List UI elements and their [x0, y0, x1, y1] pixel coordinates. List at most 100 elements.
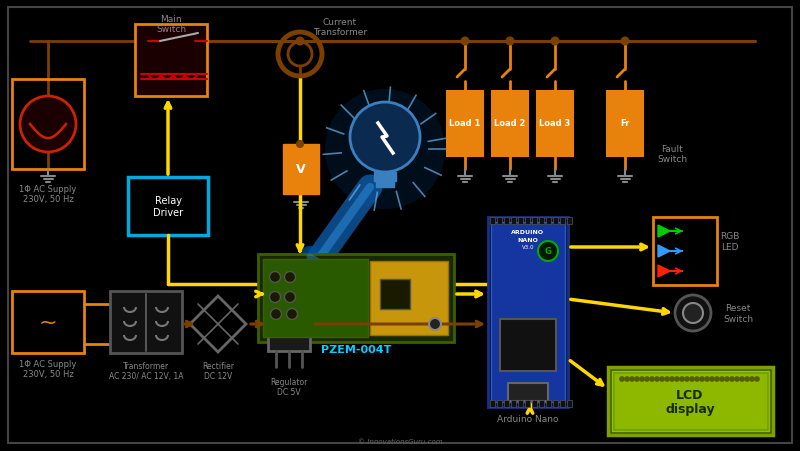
FancyBboxPatch shape — [553, 400, 558, 407]
Text: Load 2: Load 2 — [494, 119, 526, 128]
FancyBboxPatch shape — [497, 400, 502, 407]
FancyBboxPatch shape — [135, 25, 207, 97]
FancyBboxPatch shape — [500, 319, 556, 371]
Circle shape — [745, 377, 749, 381]
Circle shape — [288, 43, 312, 67]
Text: Main
Switch: Main Switch — [156, 15, 186, 34]
Text: NANO: NANO — [518, 238, 538, 243]
Circle shape — [285, 272, 295, 283]
Circle shape — [297, 38, 303, 46]
Text: Reset
Switch: Reset Switch — [723, 304, 753, 323]
Text: Fault
Switch: Fault Switch — [657, 145, 687, 164]
Text: ~: ~ — [38, 312, 58, 332]
FancyBboxPatch shape — [525, 400, 530, 407]
FancyBboxPatch shape — [615, 374, 766, 428]
Circle shape — [675, 295, 711, 331]
Text: G: G — [545, 247, 551, 256]
FancyBboxPatch shape — [283, 145, 319, 194]
Circle shape — [626, 377, 629, 381]
Text: Transformer
AC 230/ AC 12V, 1A: Transformer AC 230/ AC 12V, 1A — [109, 361, 183, 381]
FancyBboxPatch shape — [110, 291, 182, 353]
FancyBboxPatch shape — [497, 217, 502, 225]
FancyBboxPatch shape — [370, 262, 448, 335]
Circle shape — [680, 377, 684, 381]
FancyBboxPatch shape — [511, 217, 516, 225]
FancyBboxPatch shape — [492, 92, 528, 156]
FancyBboxPatch shape — [490, 217, 495, 225]
Circle shape — [735, 377, 739, 381]
Circle shape — [429, 318, 441, 330]
Circle shape — [655, 377, 659, 381]
FancyBboxPatch shape — [508, 383, 548, 401]
Text: PZEM-004T: PZEM-004T — [321, 344, 391, 354]
Circle shape — [538, 241, 558, 262]
FancyBboxPatch shape — [511, 400, 516, 407]
FancyBboxPatch shape — [532, 400, 537, 407]
FancyBboxPatch shape — [608, 367, 773, 435]
Circle shape — [660, 377, 664, 381]
Circle shape — [750, 377, 754, 381]
Circle shape — [640, 377, 644, 381]
FancyBboxPatch shape — [539, 217, 544, 225]
Text: Relay
Driver: Relay Driver — [153, 196, 183, 217]
FancyBboxPatch shape — [612, 371, 769, 431]
Text: Load 1: Load 1 — [450, 119, 481, 128]
Circle shape — [755, 377, 758, 381]
Text: Load 3: Load 3 — [539, 119, 570, 128]
FancyBboxPatch shape — [546, 400, 551, 407]
Circle shape — [740, 377, 744, 381]
Circle shape — [650, 377, 654, 381]
FancyBboxPatch shape — [490, 400, 495, 407]
FancyBboxPatch shape — [488, 217, 568, 407]
Circle shape — [285, 292, 295, 303]
FancyBboxPatch shape — [504, 400, 509, 407]
Circle shape — [646, 377, 649, 381]
Circle shape — [690, 377, 694, 381]
Circle shape — [710, 377, 714, 381]
Text: ARDUINO: ARDUINO — [511, 230, 545, 235]
FancyBboxPatch shape — [491, 222, 565, 402]
Circle shape — [730, 377, 734, 381]
Circle shape — [706, 377, 709, 381]
Circle shape — [683, 304, 703, 323]
Circle shape — [325, 90, 445, 210]
Circle shape — [350, 103, 420, 173]
FancyBboxPatch shape — [263, 259, 368, 337]
FancyBboxPatch shape — [546, 217, 551, 225]
FancyBboxPatch shape — [532, 217, 537, 225]
Circle shape — [726, 377, 729, 381]
Text: Arduino Nano: Arduino Nano — [498, 414, 558, 423]
FancyBboxPatch shape — [525, 217, 530, 225]
Text: 1Φ AC Supply
230V, 50 Hz: 1Φ AC Supply 230V, 50 Hz — [19, 359, 77, 378]
FancyBboxPatch shape — [272, 276, 306, 293]
FancyBboxPatch shape — [447, 92, 483, 156]
Text: Regulator
DC 5V: Regulator DC 5V — [270, 377, 308, 396]
Text: display: display — [665, 403, 715, 415]
FancyBboxPatch shape — [380, 279, 410, 309]
Polygon shape — [658, 265, 670, 277]
Circle shape — [622, 38, 629, 46]
Circle shape — [20, 97, 76, 152]
Circle shape — [715, 377, 718, 381]
FancyBboxPatch shape — [553, 217, 558, 225]
Circle shape — [270, 309, 282, 320]
Text: Rectifier
DC 12V: Rectifier DC 12V — [202, 361, 234, 381]
Circle shape — [506, 38, 514, 46]
Circle shape — [635, 377, 638, 381]
FancyBboxPatch shape — [374, 173, 396, 182]
FancyBboxPatch shape — [504, 217, 509, 225]
FancyBboxPatch shape — [537, 92, 573, 156]
Polygon shape — [658, 226, 670, 238]
FancyBboxPatch shape — [560, 217, 565, 225]
FancyBboxPatch shape — [560, 400, 565, 407]
FancyBboxPatch shape — [518, 400, 523, 407]
Circle shape — [630, 377, 634, 381]
Circle shape — [551, 38, 558, 46]
FancyBboxPatch shape — [376, 182, 394, 188]
Circle shape — [695, 377, 699, 381]
Circle shape — [666, 377, 669, 381]
Text: V3.0: V3.0 — [522, 245, 534, 250]
Circle shape — [462, 38, 469, 46]
Text: Fr: Fr — [620, 119, 630, 128]
Circle shape — [685, 377, 689, 381]
